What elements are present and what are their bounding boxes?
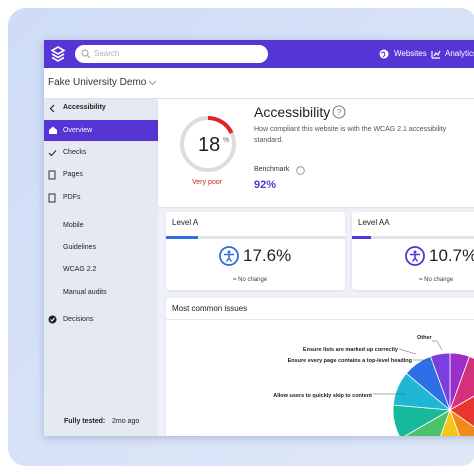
- change-text: No change: [238, 277, 268, 283]
- sidebar-item[interactable]: PDFs: [63, 194, 81, 201]
- sidebar-item[interactable]: WCAG 2.2: [63, 266, 97, 273]
- fully-tested-value: 2mo ago: [112, 418, 140, 425]
- sidebar-item[interactable]: Checks: [63, 149, 87, 156]
- top-bar: Search Websites Analytics: [44, 40, 474, 68]
- benchmark-value: 92%: [254, 179, 277, 191]
- pie-label: Allow users to quickly skip to content: [273, 393, 372, 399]
- decision-icon: [48, 315, 57, 324]
- pie-label: Ensure lists are marked up correctly: [303, 347, 399, 353]
- pie-label: Ensure every page contains a top-level h…: [288, 358, 412, 364]
- issues-card: Most common issues Other Ensure lists ar…: [166, 298, 474, 436]
- sidebar-item[interactable]: Guidelines: [63, 244, 97, 251]
- chart-icon: [431, 50, 441, 59]
- accessibility-icon: [405, 246, 425, 266]
- nav-analytics[interactable]: Analytics: [445, 49, 474, 58]
- pie-label: Other: [417, 335, 433, 341]
- issues-title: Most common issues: [172, 304, 248, 313]
- rating: Very poor: [192, 179, 222, 186]
- pie-slice: [449, 395, 474, 428]
- level-title: Level A: [172, 218, 199, 227]
- chevron: [148, 80, 157, 86]
- issues-pie: Other Ensure lists are marked up correct…: [273, 335, 474, 436]
- score: 18: [198, 134, 221, 156]
- help-icon[interactable]: ?: [332, 105, 346, 119]
- active-item: [44, 120, 158, 141]
- card-title: Accessibility: [254, 104, 331, 120]
- pie-slice: [449, 408, 474, 436]
- sidebar-back[interactable]: Accessibility: [63, 104, 106, 111]
- fully-tested-label: Fully tested:: [64, 418, 106, 425]
- progress-track: [352, 236, 474, 239]
- site-name[interactable]: Fake University Demo: [48, 77, 147, 88]
- leader-line: [413, 359, 439, 366]
- leader-line: [398, 348, 417, 355]
- help-icon[interactable]: [296, 166, 305, 175]
- globe-icon: [379, 49, 389, 59]
- sidebar-item[interactable]: Decisions: [63, 316, 94, 323]
- back-icon: [49, 104, 55, 113]
- level-score: 10.7%: [429, 246, 474, 265]
- level-card: Level A 17.6% = No change: [166, 212, 345, 290]
- progress-track: [166, 236, 345, 239]
- score-unit: %: [223, 137, 230, 144]
- leader-line: [432, 340, 443, 351]
- app-window: Search Websites Analytics Fake Universit…: [44, 40, 474, 436]
- gauge: [180, 116, 236, 172]
- change-text: No change: [424, 277, 454, 283]
- sidebar-item[interactable]: Pages: [63, 171, 83, 178]
- sidebar-item[interactable]: Overview: [63, 127, 93, 134]
- sidebar: Accessibility Overview Checks Pages PDFs…: [44, 99, 158, 436]
- pie-slice: [449, 355, 474, 411]
- search-placeholder: Search: [94, 49, 120, 58]
- sidebar-item[interactable]: Mobile: [63, 222, 84, 229]
- progress-fill: [352, 236, 371, 239]
- site-bar: Fake University Demo: [44, 68, 474, 99]
- page-icon: [48, 170, 56, 180]
- level-change: = No change: [233, 277, 268, 283]
- pie-slice: [440, 408, 460, 436]
- gauge-arc: [180, 116, 236, 172]
- level-card: Level AA 10.7% = No change: [352, 212, 474, 290]
- level-title: Level AA: [358, 218, 390, 227]
- check-icon: [48, 150, 57, 157]
- nav-websites[interactable]: Websites: [394, 49, 427, 58]
- search-box[interactable]: Search: [75, 45, 268, 63]
- level-change: = No change: [419, 277, 454, 283]
- home-icon: [49, 126, 57, 134]
- sidebar-item[interactable]: Manual audits: [63, 289, 107, 296]
- progress-fill: [166, 236, 198, 239]
- benchmark-label: Benchmark: [254, 166, 290, 173]
- description: How compliant this website is with the W…: [254, 126, 447, 144]
- svg-text:?: ?: [337, 108, 342, 117]
- score-card: 18 % Very poor Accessibility ? How compl…: [158, 99, 474, 207]
- divider: [166, 319, 474, 320]
- pie-slice: [429, 352, 451, 411]
- level-score: 17.6%: [243, 246, 292, 265]
- search-icon: [81, 49, 91, 59]
- pdf-icon: [48, 193, 56, 203]
- accessibility-icon: [219, 246, 239, 266]
- logo: [50, 46, 66, 62]
